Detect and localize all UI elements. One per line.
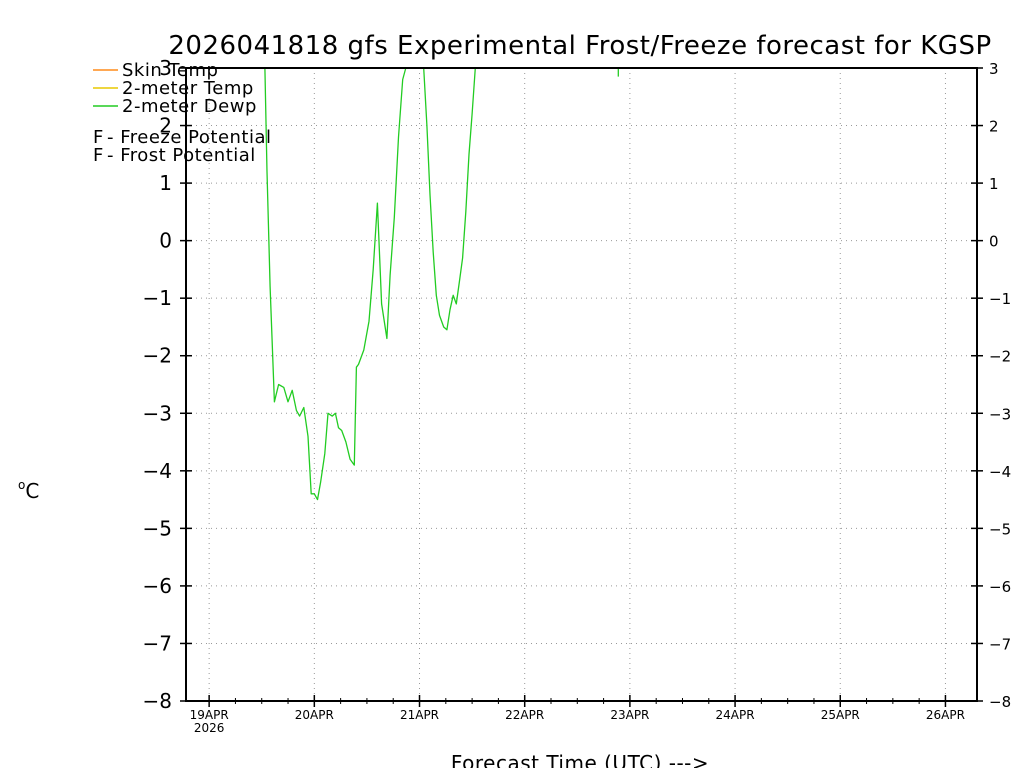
- y-axis-label: oC: [18, 478, 39, 503]
- y-tick-label-right: −7: [989, 635, 1011, 653]
- x-axis-label: Forecast Time (UTC) --->: [451, 751, 709, 768]
- chart-title: 2026041818 gfs Experimental Frost/Freeze…: [168, 31, 991, 61]
- y-tick-label-right: 0: [989, 233, 999, 251]
- y-axis-right: −8 −7 −6 −5 −4 −3 −2 −1 0 1 2 3: [971, 60, 1011, 711]
- y-tick-label: −4: [143, 459, 172, 483]
- y-tick-label: −6: [143, 574, 172, 598]
- annotation-label: - Frost Potential: [107, 145, 256, 166]
- y-tick-label: 1: [159, 171, 172, 195]
- x-tick-label: 23APR: [610, 708, 649, 722]
- annotation-symbol: F: [93, 145, 104, 166]
- y-tick-label-right: 2: [989, 118, 999, 136]
- degree-symbol: o: [18, 478, 25, 492]
- y-tick-label: −1: [143, 286, 172, 310]
- series-line-dewpoint: [264, 67, 486, 501]
- annotation-label: - Freeze Potential: [107, 127, 272, 148]
- data-series: [264, 67, 619, 501]
- plot-frame: [185, 67, 978, 702]
- x-tick-label: 26APR: [926, 708, 965, 722]
- y-tick-label-right: −3: [989, 405, 1011, 423]
- x-tick-label: 25APR: [821, 708, 860, 722]
- legend-label: 2-meter Temp: [122, 78, 254, 99]
- legend-label: 2-meter Dewp: [122, 96, 257, 117]
- y-tick-label: 2: [159, 114, 172, 138]
- y-tick-label-right: −2: [989, 348, 1011, 366]
- y-tick-label-right: −4: [989, 463, 1011, 481]
- legend-label: Skin Temp: [122, 60, 218, 81]
- x-tick-label: 24APR: [716, 708, 755, 722]
- x-tick-label: 21APR: [400, 708, 439, 722]
- x-tick-label: 19APR: [190, 708, 229, 722]
- y-tick-label: 3: [159, 56, 172, 80]
- y-tick-label: −5: [143, 516, 172, 540]
- x-tick-label: 22APR: [505, 708, 544, 722]
- y-tick-label: −3: [143, 401, 172, 425]
- y-tick-label: −2: [143, 344, 172, 368]
- y-tick-label-right: −8: [989, 693, 1011, 711]
- grid-lines: [186, 68, 977, 701]
- y-tick-label-right: 3: [989, 60, 999, 78]
- y-tick-label: −7: [143, 631, 172, 655]
- y-tick-label-right: 1: [989, 175, 999, 193]
- x-tick-label: 20APR: [295, 708, 334, 722]
- y-tick-label: −8: [143, 689, 172, 713]
- annotation-symbol: F: [93, 127, 104, 148]
- y-tick-label: 0: [159, 229, 172, 253]
- unit-letter: C: [25, 479, 39, 503]
- y-tick-label-right: −5: [989, 520, 1011, 538]
- y-axis-left: −8 −7 −6 −5 −4 −3 −2 −1 0 1 2 3: [143, 56, 192, 713]
- y-tick-label-right: −1: [989, 290, 1011, 308]
- x-tick-sublabel: 2026: [194, 721, 225, 735]
- y-tick-label-right: −6: [989, 578, 1011, 596]
